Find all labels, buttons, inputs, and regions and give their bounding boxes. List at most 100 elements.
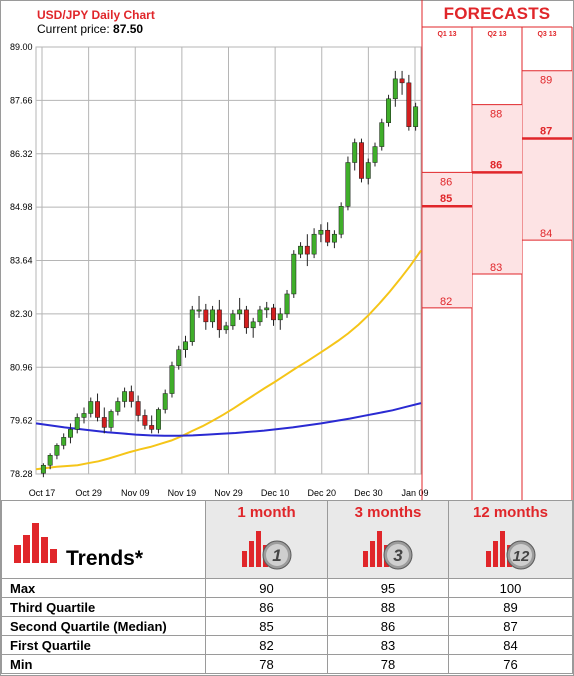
candle-body-down bbox=[128, 391, 134, 402]
candle bbox=[88, 397, 94, 418]
candle-body-up bbox=[318, 229, 324, 235]
candle bbox=[196, 295, 202, 318]
candle-body-down bbox=[203, 309, 209, 323]
candle bbox=[243, 305, 249, 334]
cell-value: 89 bbox=[448, 597, 573, 617]
candle-body-down bbox=[142, 415, 148, 426]
candle-body-up bbox=[257, 309, 263, 323]
candle bbox=[135, 395, 141, 422]
candle-body-down bbox=[406, 82, 412, 127]
y-tick-label: 83.64 bbox=[10, 256, 33, 266]
horizon-number: 1 bbox=[272, 546, 281, 565]
candle-body-up bbox=[365, 162, 371, 179]
forecast-column-label: Q2 13 bbox=[487, 31, 506, 38]
candle-body-down bbox=[304, 245, 310, 255]
column-header-3-months: 3 months 3 bbox=[327, 500, 449, 579]
cell-value: 84 bbox=[448, 635, 573, 655]
forecast-median-label: 85 bbox=[440, 193, 452, 205]
trends-table: Trends* 1 month 1 3 months bbox=[1, 500, 573, 674]
forecast-max-label: 86 bbox=[440, 176, 452, 188]
candle bbox=[352, 138, 358, 171]
forecast-range-box bbox=[523, 70, 572, 241]
x-axis-ticks: Oct 17 Oct 29 Nov 09 Nov 19 Nov 29 Dec 10 Dec … bbox=[29, 488, 429, 498]
candle-body-up bbox=[122, 391, 128, 402]
candle bbox=[68, 423, 73, 444]
candle-body-up bbox=[250, 321, 256, 329]
candle bbox=[54, 443, 60, 460]
candle bbox=[203, 303, 209, 330]
candle bbox=[359, 138, 364, 183]
candle-body-up bbox=[47, 455, 53, 466]
forecast-min-label: 83 bbox=[490, 262, 502, 274]
y-tick-label: 87.66 bbox=[10, 95, 33, 105]
candle-body-up bbox=[311, 233, 317, 255]
candle-body-up bbox=[352, 142, 358, 163]
forecast-column: Q2 13 88 86 83 bbox=[472, 27, 523, 500]
forecast-column: Q1 13 86 85 82 bbox=[422, 27, 473, 500]
candle-body-up bbox=[230, 313, 236, 327]
bar-chart-icon bbox=[14, 523, 57, 563]
candle-body-up bbox=[298, 245, 304, 255]
row-label: First Quartile bbox=[1, 635, 206, 655]
cell-value: 86 bbox=[327, 616, 449, 636]
candle-body-down bbox=[243, 309, 249, 329]
candle bbox=[223, 321, 229, 334]
candle-body-up bbox=[379, 122, 385, 147]
candle bbox=[311, 228, 317, 259]
cell-value: 95 bbox=[327, 578, 449, 598]
candle bbox=[142, 409, 148, 430]
candle bbox=[40, 463, 46, 478]
y-axis-ticks: 89.00 87.66 86.32 84.98 83.64 82.30 80.96 79.62… bbox=[10, 42, 33, 479]
x-tick-label: Nov 29 bbox=[214, 488, 243, 498]
candle-body-down bbox=[149, 425, 155, 430]
candle bbox=[304, 234, 310, 267]
candle-body-up bbox=[331, 233, 337, 243]
horizon-12-months-icon: 12 bbox=[485, 531, 535, 570]
candle bbox=[176, 345, 182, 370]
column-header-12-months: 12 months 12 bbox=[448, 500, 573, 579]
candle-body-up bbox=[176, 349, 182, 366]
y-tick-label: 80.96 bbox=[10, 362, 33, 372]
candle-body-up bbox=[372, 146, 378, 163]
moving-average-line bbox=[35, 402, 422, 437]
candle-body-up bbox=[74, 417, 80, 430]
forecast-median-label: 87 bbox=[540, 125, 552, 137]
forecast-columns: Q1 13 86 85 82 Q2 13 88 86 83 Q3 13 89 87 84 bbox=[421, 0, 573, 500]
row-label: Min bbox=[1, 654, 206, 674]
chart-title: USD/JPY Daily Chart bbox=[37, 8, 155, 22]
candle bbox=[183, 335, 188, 358]
candle bbox=[291, 250, 297, 298]
candle bbox=[237, 297, 243, 320]
candle bbox=[284, 289, 290, 318]
x-tick-label: Dec 20 bbox=[307, 488, 336, 498]
y-tick-label: 82.30 bbox=[10, 309, 33, 319]
candle-body-down bbox=[95, 401, 100, 418]
candle bbox=[277, 307, 283, 330]
candle bbox=[189, 305, 195, 346]
candle bbox=[210, 305, 216, 328]
current-price-value: 87.50 bbox=[113, 22, 144, 36]
cell-value: 85 bbox=[205, 616, 328, 636]
candle-body-up bbox=[338, 206, 344, 235]
candle bbox=[406, 74, 412, 131]
candle bbox=[298, 242, 304, 259]
candle-body-up bbox=[88, 401, 94, 414]
candle-body-up bbox=[386, 98, 391, 123]
candle-body-up bbox=[196, 309, 202, 312]
cell-value: 88 bbox=[327, 597, 449, 617]
candle bbox=[392, 70, 398, 107]
x-tick-label: Dec 10 bbox=[261, 488, 290, 498]
forecasts-title: FORECASTS bbox=[443, 4, 551, 23]
candle bbox=[264, 301, 270, 318]
candlesticks bbox=[40, 70, 419, 478]
table-header-row: Trends* 1 month 1 3 months bbox=[1, 500, 573, 579]
x-tick-label: Oct 17 bbox=[29, 488, 56, 498]
candle-body-down bbox=[101, 417, 107, 428]
moving-averages bbox=[35, 249, 422, 471]
candle-body-up bbox=[189, 309, 195, 343]
candle bbox=[216, 299, 222, 338]
candle-body-down bbox=[359, 142, 364, 179]
row-label: Third Quartile bbox=[1, 597, 206, 617]
x-tick-label: Dec 30 bbox=[354, 488, 383, 498]
table-row: Second Quartile (Median) 85 86 87 bbox=[1, 616, 573, 636]
